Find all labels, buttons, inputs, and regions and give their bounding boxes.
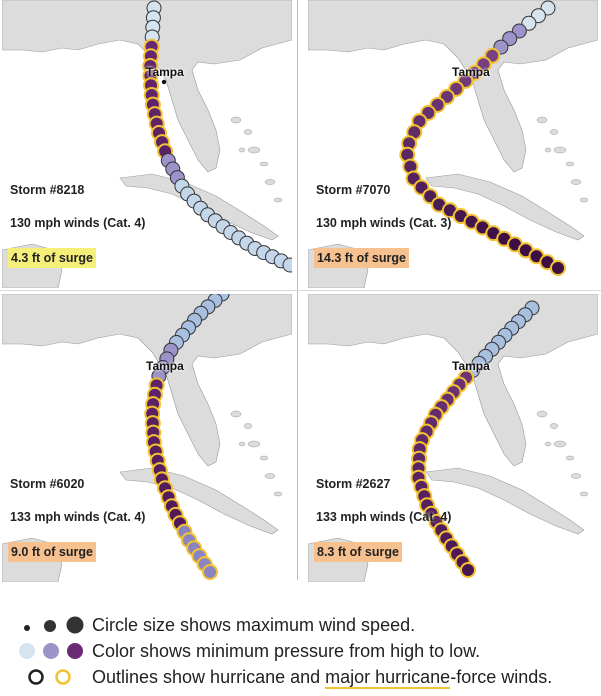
legend-symbols: [19, 616, 84, 685]
land-florida: [2, 294, 292, 467]
land-island: [247, 440, 261, 448]
land-island: [549, 423, 559, 429]
land-island: [238, 441, 246, 447]
land-island: [536, 116, 548, 124]
storm-position-marker: [550, 260, 566, 276]
land-island: [565, 161, 575, 167]
land-island: [579, 491, 589, 497]
size-small-symbol: [24, 625, 30, 631]
map-panel-storm-7070: Tampa Storm #7070 130 mph winds (Cat. 3)…: [308, 0, 598, 288]
major-outline-symbol: [55, 669, 71, 685]
size-large-symbol: [66, 616, 84, 634]
storm-surge: 14.3 ft of surge: [314, 248, 409, 268]
land-island: [536, 410, 548, 418]
land-island: [230, 116, 242, 124]
land-island: [570, 179, 582, 185]
storm-position-marker: [460, 562, 476, 578]
land-island: [553, 440, 567, 448]
land-island: [565, 455, 575, 461]
map-svg-1: [2, 0, 292, 288]
storm-name: Storm #2627: [316, 477, 391, 491]
legend-size-text: Circle size shows maximum wind speed.: [92, 615, 416, 635]
land-island: [259, 455, 269, 461]
tampa-label: Tampa: [452, 359, 490, 373]
legend-color-text: Color shows minimum pressure from high t…: [92, 641, 481, 661]
land-florida: [2, 0, 292, 173]
tampa-dot: [161, 79, 167, 85]
land-island: [247, 146, 261, 154]
tampa-label: Tampa: [146, 359, 184, 373]
land-florida: [308, 0, 598, 173]
storm-name: Storm #6020: [10, 477, 85, 491]
map-svg-3: [2, 294, 292, 582]
panel-divider-horizontal: [0, 290, 601, 291]
legend-outline-text-c: -force winds.: [450, 667, 553, 687]
land-island: [264, 473, 276, 479]
land-cuba: [425, 467, 585, 535]
storm-surge: 9.0 ft of surge: [8, 542, 96, 562]
land-cuba: [119, 173, 279, 241]
land-island: [570, 473, 582, 479]
hurricane-outline-symbol: [28, 669, 44, 685]
land-island: [549, 129, 559, 135]
size-medium-symbol: [44, 620, 56, 632]
land-island: [579, 197, 589, 203]
storm-name: Storm #7070: [316, 183, 391, 197]
land-island: [273, 491, 283, 497]
land-island: [238, 147, 246, 153]
storm-wind: 130 mph winds (Cat. 3): [316, 216, 452, 230]
tampa-label: Tampa: [452, 65, 490, 79]
legend: Circle size shows maximum wind speed. Co…: [0, 600, 601, 696]
land-cuba: [425, 173, 585, 241]
storm-name: Storm #8218: [10, 183, 85, 197]
legend-outline-text-a: Outlines show hurricane and: [92, 667, 326, 687]
land-island: [264, 179, 276, 185]
map-panel-storm-6020: Tampa Storm #6020 133 mph winds (Cat. 4)…: [2, 294, 292, 582]
legend-outline-text: Outlines show hurricane and major hurric…: [92, 667, 553, 689]
land-island: [230, 410, 242, 418]
land-island: [243, 129, 253, 135]
storm-wind: 133 mph winds (Cat. 4): [316, 510, 452, 524]
land-island: [259, 161, 269, 167]
land-florida: [308, 294, 598, 467]
storm-position-marker: [202, 564, 218, 580]
land-island: [544, 147, 552, 153]
map-svg-4: [308, 294, 598, 582]
land-island: [243, 423, 253, 429]
land-cuba: [119, 467, 279, 535]
storm-wind: 130 mph winds (Cat. 4): [10, 216, 146, 230]
storm-wind: 133 mph winds (Cat. 4): [10, 510, 146, 524]
land-island: [273, 197, 283, 203]
legend-outline-text-b: major hurricane: [325, 667, 451, 689]
tampa-label: Tampa: [146, 65, 184, 79]
storm-surge: 8.3 ft of surge: [314, 542, 402, 562]
pressure-high-symbol: [19, 643, 35, 659]
storm-surge: 4.3 ft of surge: [8, 248, 96, 268]
land-island: [544, 441, 552, 447]
map-panel-storm-8218: Tampa Storm #8218 130 mph winds (Cat. 4)…: [2, 0, 292, 288]
map-panel-storm-2627: Tampa Storm #2627 133 mph winds (Cat. 4)…: [308, 294, 598, 582]
pressure-low-symbol: [67, 643, 83, 659]
map-svg-2: [308, 0, 598, 288]
land-island: [553, 146, 567, 154]
storm-position-marker: [282, 257, 292, 273]
pressure-mid-symbol: [43, 643, 59, 659]
